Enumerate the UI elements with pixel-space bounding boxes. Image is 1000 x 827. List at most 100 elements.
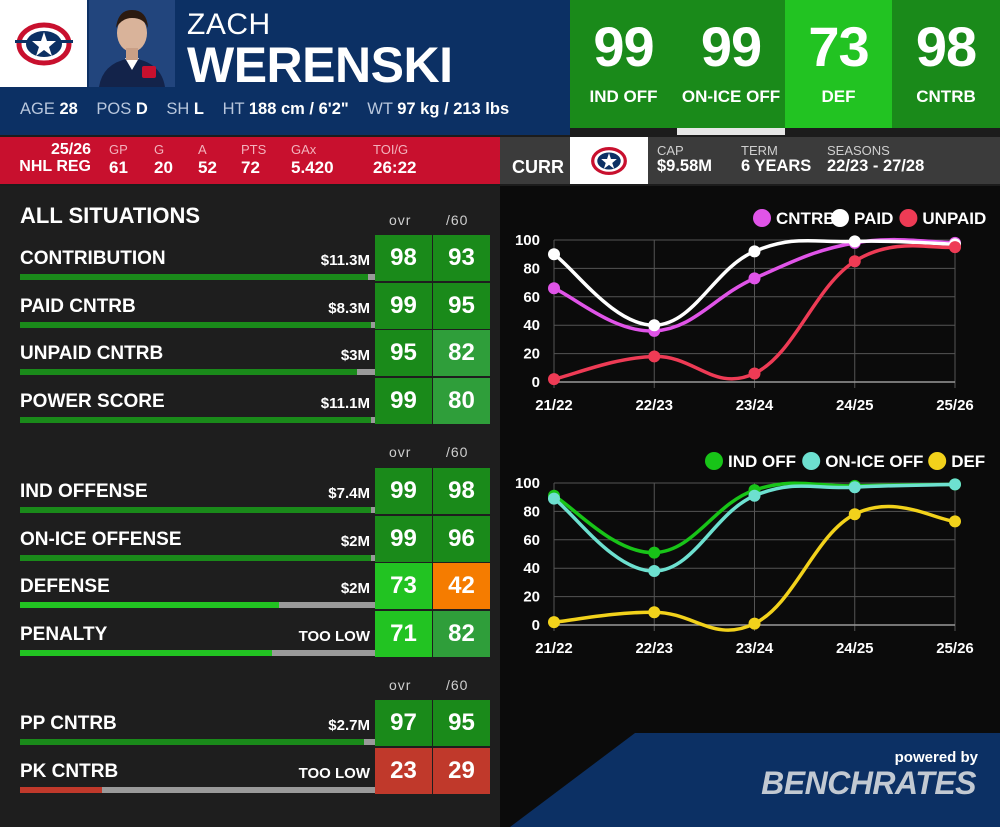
data-point	[648, 546, 661, 559]
metric-bar-track	[20, 786, 375, 793]
series-paid	[548, 235, 961, 332]
metric-dollar-value: $11.3M	[320, 252, 370, 269]
col-header-ovr: ovr	[389, 444, 412, 460]
metric-bar-fill	[20, 739, 365, 745]
bio-shoots: SH L	[166, 100, 204, 118]
metric-per60-score: 96	[433, 515, 490, 562]
y-tick-label: 100	[515, 232, 540, 249]
metric-dollar-value: TOO LOW	[298, 764, 370, 782]
metric-label: PP CNTRB	[20, 713, 117, 734]
series-on-ice-off	[548, 478, 961, 578]
team-logo	[0, 0, 87, 87]
x-tick-label: 23/24	[736, 640, 774, 657]
y-tick-label: 80	[523, 260, 540, 277]
metric-label: IND OFFENSE	[20, 481, 148, 502]
metric-label: PAID CNTRB	[20, 295, 136, 317]
legend-marker	[753, 209, 771, 227]
col-header-per60: /60	[446, 677, 469, 693]
data-point	[848, 508, 861, 521]
series-unpaid	[548, 241, 961, 386]
rating-value: 73	[808, 15, 869, 78]
data-point	[949, 478, 961, 491]
metric-bar-fill	[20, 369, 358, 375]
metric-ovr-score: 71	[375, 610, 432, 657]
metric-label: CONTRIBUTION	[20, 248, 166, 269]
metric-dollar-value: $7.4M	[328, 485, 370, 502]
metric-bar-track	[20, 507, 375, 513]
metric-ovr-score: 99	[375, 468, 432, 514]
metric-bar-track	[20, 321, 375, 328]
x-tick-label: 22/23	[635, 640, 673, 657]
metric-label: PK CNTRB	[20, 760, 119, 782]
data-point	[748, 272, 761, 285]
legend-marker	[831, 209, 849, 227]
metric-dollar-value: $2M	[340, 580, 370, 597]
season-stats-bar: 25/26 NHL REG GP 61 G 20 A 52 PTS 72 GAx…	[0, 137, 500, 184]
x-tick-label: 24/25	[836, 397, 874, 414]
offense-defense-trend-chart: IND OFF ON-ICE OFF DEF 0 20 40 60 80 100 21/22 22/…	[515, 452, 985, 657]
y-tick-label: 20	[523, 589, 540, 606]
data-point	[548, 248, 560, 261]
rating-ind-off: 99 IND OFF	[570, 0, 677, 128]
metric-per60-score: 82	[433, 330, 490, 376]
metric-bar-track	[20, 602, 375, 608]
y-tick-label: 0	[532, 617, 540, 634]
metric-bar-fill	[20, 649, 273, 656]
legend-label: ON-ICE OFF	[825, 452, 923, 471]
powered-by-label: powered by	[894, 749, 978, 766]
metric-ovr-score: 98	[375, 235, 432, 281]
metric-bar-fill	[20, 274, 368, 280]
y-tick-label: 80	[523, 503, 540, 520]
data-point	[548, 373, 560, 386]
metric-per60-score: 93	[433, 235, 490, 281]
metric-ovr-score: 97	[375, 700, 432, 746]
y-tick-label: 0	[532, 374, 540, 391]
metric-ovr-score: 99	[375, 377, 432, 424]
metric-bar-fill	[20, 602, 280, 608]
rating-label: IND OFF	[589, 87, 658, 106]
data-point	[949, 515, 961, 528]
legend-label: PAID	[854, 209, 893, 228]
metric-dollar-value: $11.1M	[320, 394, 370, 412]
x-tick-label: 21/22	[535, 640, 573, 657]
data-point	[848, 235, 861, 248]
rating-label: ON-ICE OFF	[681, 87, 781, 106]
rating-label: CNTRB	[916, 87, 976, 106]
data-point	[848, 481, 861, 494]
blue-jackets-logo-icon	[14, 22, 73, 65]
data-point	[548, 492, 560, 505]
data-point	[548, 616, 560, 629]
bio-height: HT 188 cm / 6'2"	[222, 100, 349, 118]
metric-bar-fill	[20, 554, 372, 561]
metric-ovr-score: 95	[375, 330, 432, 376]
chart-grid: 0 20 40 60 80 100 21/22 22/23 23/24 24/25 25/26	[515, 475, 974, 657]
chart-legend: CNTRB PAID UNPAID	[753, 209, 986, 228]
metric-bar-fill	[20, 507, 372, 513]
legend-marker	[705, 452, 723, 470]
legend-label: IND OFF	[728, 452, 796, 471]
metric-per60-score: 95	[433, 700, 490, 746]
player-photo	[89, 0, 175, 87]
data-point	[748, 489, 761, 502]
y-tick-label: 20	[523, 346, 540, 363]
bio-position: POS D	[96, 100, 148, 118]
metric-dollar-value: $2M	[340, 532, 370, 550]
legend-label: CNTRB	[776, 209, 836, 228]
y-tick-label: 60	[523, 289, 540, 306]
contract-team-logo	[570, 137, 648, 184]
player-last-name: WERENSKI	[187, 37, 453, 93]
chart-grid: 0 20 40 60 80 100 21/22 22/23 23/24 24/25 25/26	[515, 232, 974, 414]
metric-ovr-score: 73	[375, 563, 432, 609]
brand-logo: BENCHRATES	[761, 765, 976, 801]
data-point	[949, 241, 961, 254]
metric-per60-score: 80	[433, 377, 490, 424]
legend-label: UNPAID	[922, 209, 986, 228]
data-point	[748, 617, 761, 630]
data-point	[748, 245, 761, 258]
metric-dollar-value: $2.7M	[328, 717, 370, 734]
rating-value: 99	[700, 15, 762, 78]
col-header-ovr: ovr	[389, 212, 412, 228]
rating-def: 73 DEF	[785, 0, 892, 128]
y-tick-label: 40	[523, 560, 540, 577]
